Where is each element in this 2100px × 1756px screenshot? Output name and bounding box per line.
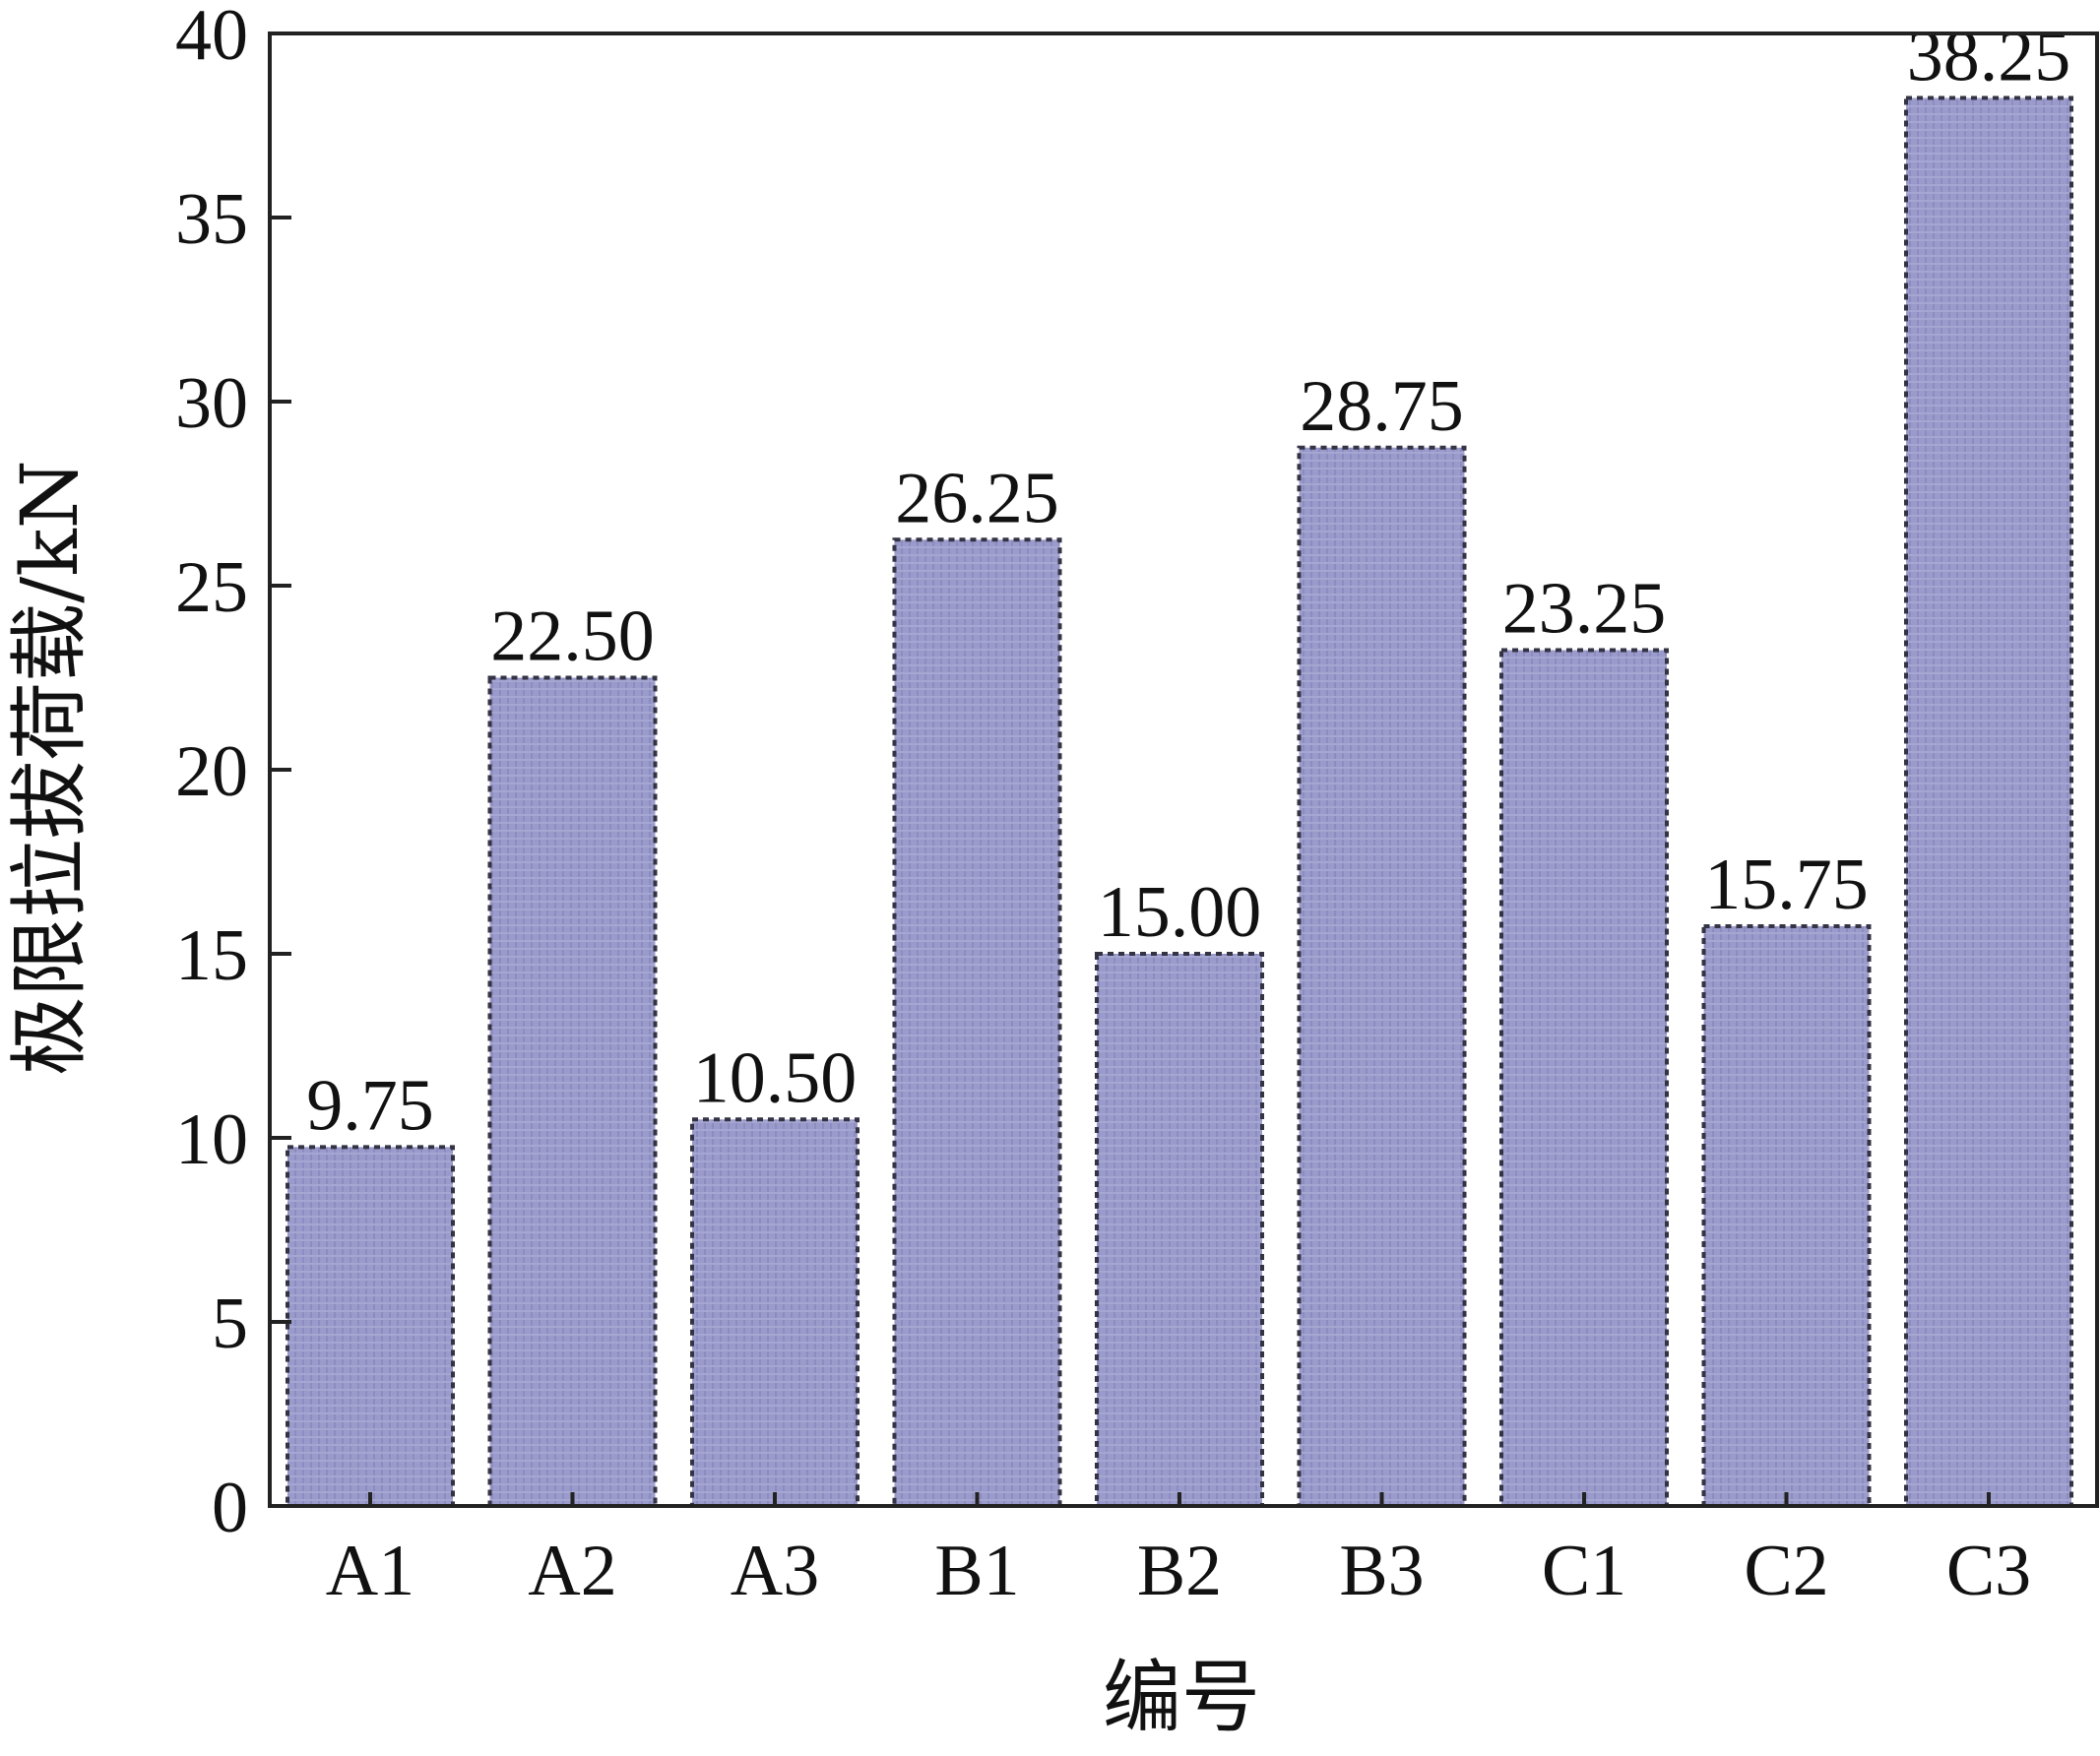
bar-a3	[690, 1117, 859, 1509]
bar-c1	[1499, 648, 1669, 1508]
x-tick-label-b2: B2	[1137, 1531, 1222, 1611]
data-label-a2: 22.50	[490, 596, 655, 677]
data-label-a1: 9.75	[306, 1065, 434, 1146]
x-tick-label-c3: C3	[1946, 1531, 2031, 1611]
y-tick-label-25: 25	[175, 547, 248, 628]
data-label-b3: 28.75	[1300, 366, 1464, 447]
data-label-a3: 10.50	[693, 1037, 858, 1118]
bars-group	[286, 95, 2073, 1509]
data-label-c2: 15.75	[1704, 845, 1869, 925]
bar-b2	[1095, 952, 1264, 1508]
bar-b1	[892, 537, 1062, 1508]
x-tick-label-a3: A3	[731, 1531, 819, 1611]
bar-a2	[487, 675, 658, 1508]
y-tick-label-5: 5	[212, 1284, 248, 1364]
data-label-c3: 38.25	[1907, 16, 2071, 96]
data-label-b1: 26.25	[895, 458, 1059, 538]
x-axis-ticks: A1 A2 A3 B1 B2 B3 C1 C2 C3	[326, 1492, 2031, 1611]
bar-b3	[1297, 445, 1467, 1508]
y-tick-label-10: 10	[175, 1099, 248, 1180]
x-tick-label-b1: B1	[934, 1531, 1019, 1611]
x-tick-label-a1: A1	[326, 1531, 414, 1611]
data-labels-group: 9.75 22.50 10.50 26.25 15.00 28.75 23.25 15.75 3…	[306, 16, 2070, 1146]
data-label-b2: 15.00	[1098, 872, 1262, 953]
x-tick-label-a2: A2	[528, 1531, 616, 1611]
bar-c3	[1904, 95, 2073, 1509]
y-axis-ticks: 0 5 10 15 20 25 30 35 40	[175, 0, 291, 1548]
x-tick-label-c2: C2	[1744, 1531, 1828, 1611]
bar-a1	[286, 1145, 455, 1508]
y-tick-label-0: 0	[212, 1468, 248, 1548]
y-axis-title: 极限拉拔荷载/kN	[4, 460, 95, 1075]
y-tick-label-35: 35	[175, 179, 248, 260]
x-tick-label-b3: B3	[1339, 1531, 1424, 1611]
x-tick-label-c1: C1	[1542, 1531, 1626, 1611]
data-label-c1: 23.25	[1502, 568, 1667, 649]
y-tick-label-30: 30	[175, 363, 248, 444]
x-axis-title: 编号	[1103, 1652, 1260, 1743]
y-tick-label-20: 20	[175, 731, 248, 812]
y-tick-label-15: 15	[175, 915, 248, 996]
y-tick-label-40: 40	[175, 0, 248, 76]
bar-c2	[1701, 923, 1872, 1508]
